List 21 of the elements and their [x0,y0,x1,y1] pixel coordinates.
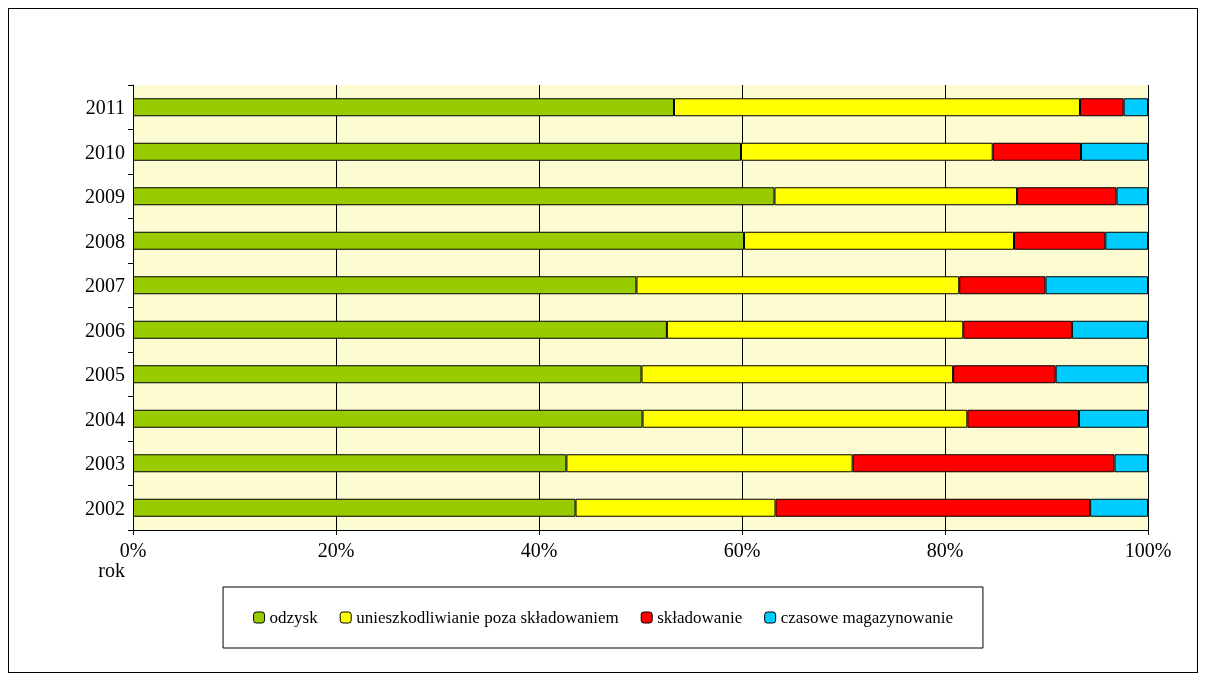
x-tick-label: 100% [1124,539,1172,561]
y-tick-label: 2008 [85,229,125,252]
y-axis-title: rok [98,558,125,581]
y-tick-label: 2004 [85,407,125,430]
legend-label: składowanie [657,608,743,627]
x-tick-label: 40% [520,539,558,561]
y-tick-label: 2002 [85,496,125,519]
x-tick-label: 60% [723,539,761,561]
y-tick-label: 2006 [85,318,125,341]
y-tick-label: 2003 [85,452,125,475]
legend-label: czasowe magazynowanie [780,608,953,627]
legend-label: odzysk [269,608,319,627]
y-tick-label: 2009 [85,185,125,208]
y-tick-label: 2010 [85,140,125,163]
x-tick-label: 0% [119,539,147,561]
x-tick-label: 20% [317,539,355,561]
x-tick-label: 80% [926,539,964,561]
legend-label: unieszkodliwianie poza składowaniem [356,608,619,627]
y-tick-label: 2011 [85,96,125,119]
y-tick-label: 2005 [85,363,125,386]
y-tick-label: 2007 [85,274,125,297]
